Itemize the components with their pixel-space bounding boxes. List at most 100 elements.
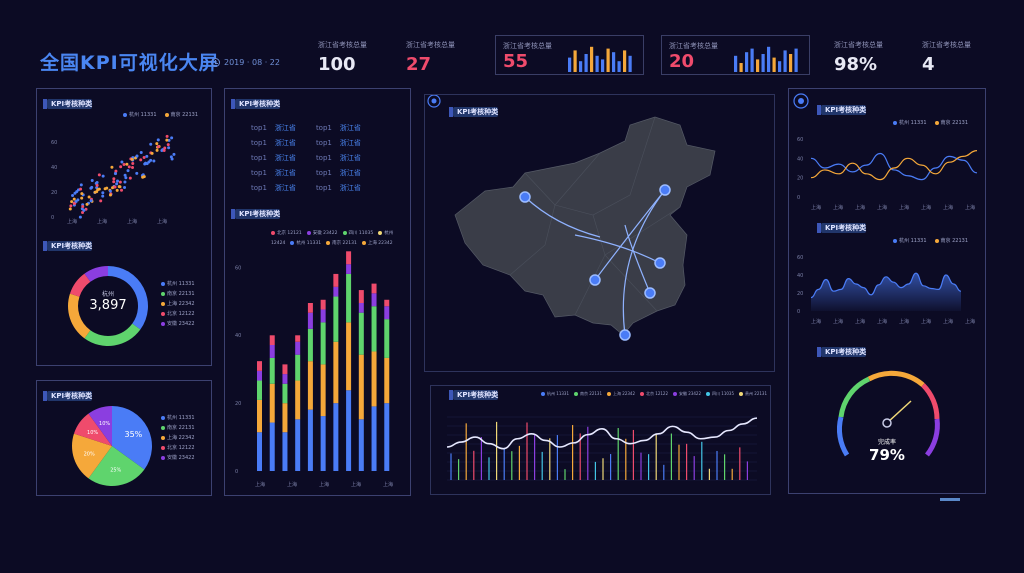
kpi-value: 20 [669, 51, 695, 72]
scatter-point [79, 183, 83, 187]
scatter-point [115, 182, 119, 186]
stacked-bar-segment [346, 390, 352, 471]
panel-title: KPI考核种类 [817, 223, 871, 233]
scatter-point [135, 171, 139, 175]
scatter-point [68, 207, 72, 211]
scatter-point [79, 187, 83, 191]
stacked-bar-segment [269, 357, 275, 384]
mini-bar [745, 52, 749, 72]
scatter-point [80, 192, 84, 196]
scatter-point [144, 161, 148, 165]
stacked-bar-segment [371, 351, 377, 407]
mini-bar [623, 50, 627, 72]
panel-title: KPI考核种类 [43, 99, 97, 109]
x-tick: 上海 [97, 218, 107, 225]
stacked-bar-segment [358, 290, 364, 303]
stacked-bar-segment [371, 283, 377, 294]
x-tick: 上海 [383, 481, 393, 488]
stacked-bar-segment [282, 432, 288, 471]
scatter-point [156, 138, 160, 142]
kpi-card-5: 浙江省考核总量 98% [834, 40, 883, 75]
scatter-point [123, 185, 127, 189]
scatter-point [118, 180, 122, 184]
stacked-bar-segment [384, 319, 390, 358]
stacked-bar-segment [269, 335, 275, 345]
y-tick: 20 [51, 190, 57, 196]
mini-bar [579, 61, 583, 72]
legend-item: 上海 22342 [361, 240, 393, 246]
legend-item: 北京 12122 [161, 443, 195, 453]
china-map [427, 95, 716, 341]
stacked-bar-segment [269, 383, 275, 423]
scatter-point [95, 180, 99, 184]
radar-icon [427, 95, 441, 108]
pie-slice [112, 406, 152, 470]
scatter-point [145, 154, 149, 158]
y-tick: 60 [797, 137, 803, 143]
slice-label: 10% [99, 421, 110, 427]
mini-bar [794, 48, 798, 72]
kpi-label: 浙江省考核总量 [318, 41, 367, 49]
scatter-point [112, 180, 116, 184]
scatter-point [69, 204, 73, 208]
map-land [454, 116, 716, 336]
legend-item: 北京 12121 [271, 230, 302, 236]
scatter-point [117, 185, 121, 189]
scatter-point [131, 162, 135, 166]
pie-slice [68, 293, 91, 339]
scatter-point [101, 194, 105, 198]
date-text: 2019 · 08 · 22 [224, 58, 280, 67]
x-tick: 上海 [287, 481, 297, 488]
scatter-point [114, 169, 118, 173]
x-tick: 上海 [943, 318, 953, 325]
kpi-mini-bar-chart [568, 46, 632, 72]
mini-bar [573, 50, 577, 72]
stacked-bar-segment [371, 306, 377, 352]
stacked-bar-segment [384, 357, 390, 404]
scatter-point [122, 162, 126, 166]
legend-item: 北京 12122 [161, 309, 195, 319]
stacked-bar-segment [384, 306, 390, 320]
scatter-point [167, 146, 171, 150]
stacked-bar-segment [295, 354, 301, 381]
stacked-bar-segment [307, 361, 313, 410]
area-fill [811, 273, 961, 311]
rank-row: top1 浙江省 top1 浙江省 [251, 139, 361, 147]
stacked-bar-segment [295, 335, 301, 342]
slice-label: 35% [124, 430, 142, 439]
x-tick: 上海 [319, 481, 329, 488]
scatter-point [71, 194, 75, 198]
panel-title: KPI考核种类 [231, 99, 285, 109]
scatter-point [80, 196, 84, 200]
scatter-point [111, 186, 115, 190]
mini-bar [772, 57, 776, 72]
mini-bar [612, 52, 616, 72]
scatter-point [123, 180, 127, 184]
legend-item: 南京 22131 [934, 237, 968, 244]
stacked-bar-segment [333, 273, 339, 287]
stacked-bar-segment [371, 293, 377, 307]
scatter-point [120, 188, 124, 192]
kpi-mini-bar-chart [734, 46, 798, 72]
legend-item: 安徽 23422 [161, 319, 195, 329]
left-top-panel: KPI考核种类 杭州 11331 南京 22131 60 40 20 0 上海 上海 上海上… [36, 88, 212, 366]
scatter-point [108, 189, 112, 193]
donut-legend: 杭州 11331 南京 22131 上海 22342 北京 12122 安徽 23422 [161, 279, 195, 329]
legend-item: 上海 22342 [161, 433, 195, 443]
stacked-bar-segment [307, 312, 313, 329]
scatter-point [70, 200, 74, 204]
x-tick: 上海 [877, 318, 887, 325]
scatter-point [85, 202, 89, 206]
x-tick: 上海 [877, 204, 887, 211]
x-tick: 上海 [67, 218, 77, 225]
stacked-bar-segment [346, 273, 352, 323]
radar-icon [793, 93, 809, 109]
stacked-bar-segment [282, 374, 288, 384]
kpi-value: 55 [503, 51, 529, 72]
date-display: 2019 · 08 · 22 [211, 58, 280, 67]
x-tick: 上海 [921, 204, 931, 211]
panel-title: KPI考核种类 [817, 105, 871, 115]
legend-item: 安徽 23422 [306, 230, 338, 236]
scatter-legend: 杭州 11331 南京 22131 [123, 111, 198, 118]
map-point [589, 274, 601, 286]
